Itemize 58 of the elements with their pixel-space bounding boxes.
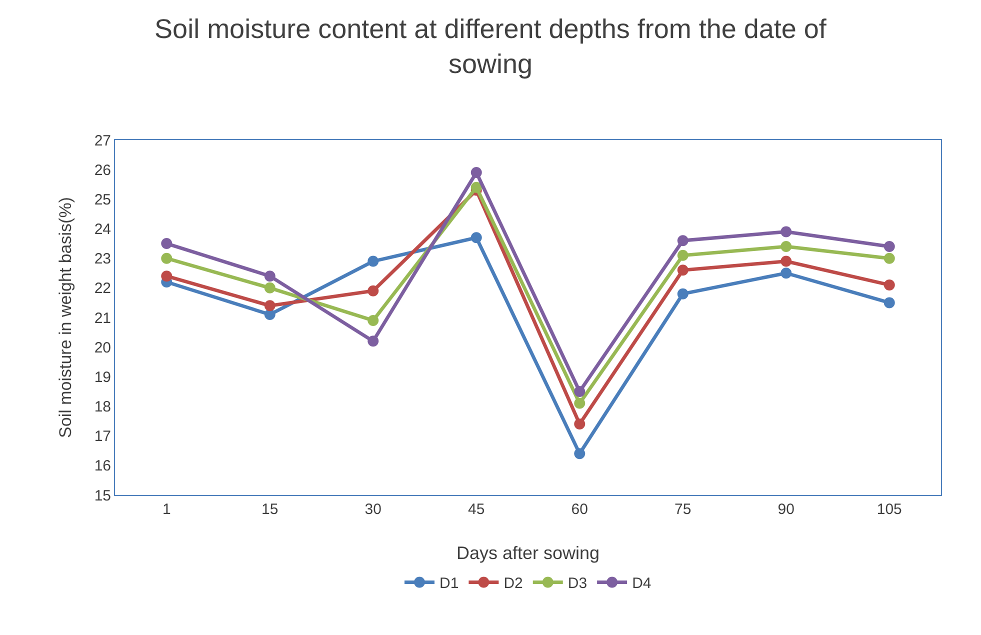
point (677, 235, 688, 246)
point (677, 250, 688, 261)
point (574, 418, 586, 430)
x-tick-label: 15 (262, 501, 278, 518)
y-tick-label: 22 (94, 280, 111, 298)
point (884, 252, 895, 264)
point (368, 285, 379, 296)
legend-label: D3 (568, 575, 588, 592)
point (470, 232, 482, 244)
point (264, 300, 276, 312)
y-tick-label: 26 (94, 162, 111, 179)
y-tick-label: 20 (94, 339, 111, 356)
point (161, 270, 172, 282)
point (470, 182, 482, 193)
point (574, 386, 586, 397)
point (470, 167, 482, 178)
y-tick-label: 27 (94, 132, 111, 150)
chart-title: Soil moisture content at different depths from the date of sowing (154, 14, 827, 80)
point (884, 241, 895, 252)
point (780, 256, 792, 267)
legend-label: D1 (440, 575, 459, 592)
y-tick-label: 19 (94, 368, 111, 386)
point (161, 238, 172, 250)
point (677, 264, 688, 276)
point (264, 270, 276, 282)
point (780, 226, 792, 238)
x-axis-title: Days after sowing (456, 543, 600, 563)
y-tick-label: 18 (94, 398, 111, 416)
y-tick-label: 21 (94, 310, 111, 327)
x-tick-label: 90 (778, 501, 794, 518)
x-tick-label: 45 (468, 501, 485, 518)
point (368, 336, 379, 347)
y-tick-label: 17 (94, 428, 111, 446)
y-tick-label: 16 (94, 458, 111, 475)
y-tick-label: 23 (94, 250, 111, 268)
y-tick-label: 25 (94, 191, 111, 208)
point (264, 309, 276, 320)
x-tick-label: 1 (162, 501, 171, 518)
point (368, 256, 379, 267)
point (884, 279, 895, 290)
y-tick-label: 15 (94, 487, 111, 504)
x-tick-label: 105 (876, 501, 902, 518)
point (574, 448, 586, 460)
point (264, 282, 276, 294)
x-tick-label: 75 (674, 501, 692, 518)
legend-label: D4 (632, 575, 652, 592)
point (161, 252, 172, 264)
point (677, 288, 688, 300)
point (574, 398, 586, 409)
point (780, 241, 792, 252)
legend-label: D2 (504, 575, 523, 592)
y-axis-title: Soil moisture in weight basis(%) (56, 197, 75, 438)
point (368, 314, 379, 326)
y-tick-label: 24 (94, 221, 111, 238)
x-tick-label: 60 (571, 501, 588, 518)
point (884, 297, 895, 308)
x-tick-label: 30 (364, 501, 382, 518)
point (780, 268, 792, 279)
